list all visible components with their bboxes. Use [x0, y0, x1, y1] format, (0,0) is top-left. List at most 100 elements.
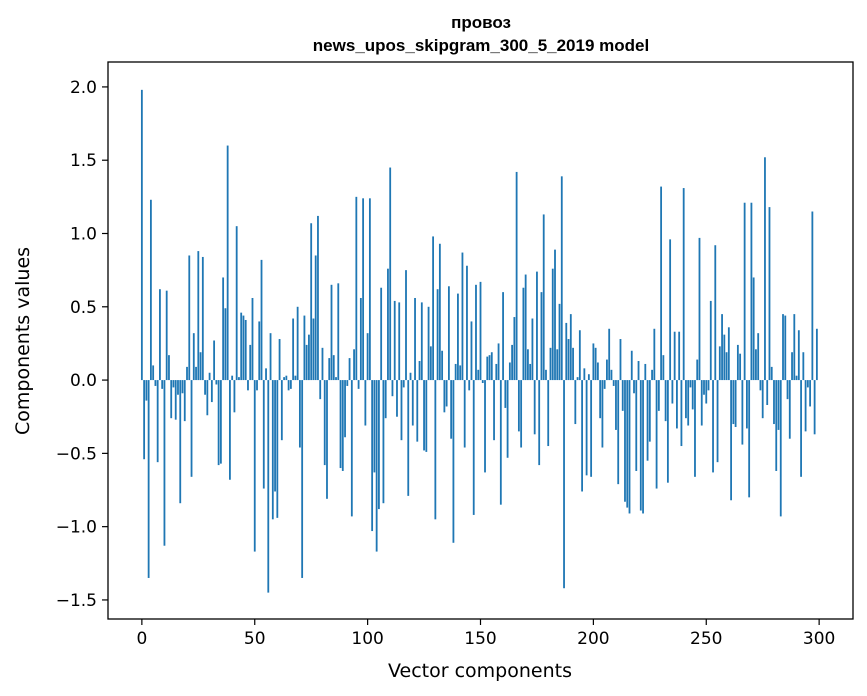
bar: [676, 380, 678, 429]
bar: [165, 290, 168, 381]
bar: [531, 318, 534, 381]
bar: [745, 380, 748, 429]
bar: [366, 333, 369, 381]
bar: [513, 317, 516, 381]
bar: [459, 365, 462, 381]
bar: [219, 380, 222, 464]
bar: [493, 380, 495, 441]
bar: [407, 380, 410, 496]
bar: [312, 318, 315, 381]
bar: [159, 289, 161, 381]
bar: [696, 359, 699, 381]
bar: [603, 380, 606, 389]
bar: [755, 349, 757, 381]
bar: [326, 380, 328, 499]
bar: [615, 380, 617, 430]
bar: [186, 366, 188, 381]
y-tick-label: −0.5: [56, 444, 97, 464]
bar: [387, 268, 389, 381]
bar: [533, 380, 536, 435]
bar: [484, 380, 486, 473]
bar: [346, 380, 349, 386]
x-tick-label: 0: [136, 629, 147, 649]
bar: [691, 380, 694, 410]
bar: [233, 380, 236, 413]
bar: [782, 314, 784, 381]
bar: [549, 347, 552, 381]
bar: [258, 321, 261, 381]
bar: [249, 344, 252, 381]
bar: [502, 292, 504, 381]
bar: [574, 380, 577, 425]
bar: [466, 265, 468, 381]
bar: [626, 380, 629, 508]
bar: [490, 352, 493, 381]
bar: [757, 333, 760, 381]
bar: [608, 328, 611, 381]
bar: [253, 380, 256, 552]
bar: [364, 380, 367, 426]
x-axis-ticks: 0 50 100 150 200 250 300: [136, 619, 835, 649]
bar: [486, 356, 489, 381]
bar: [624, 380, 626, 502]
bar: [294, 375, 297, 381]
bar: [813, 380, 816, 435]
bar: [308, 334, 310, 381]
y-tick-label: 0.0: [70, 371, 97, 391]
bar: [269, 333, 272, 381]
bar: [371, 380, 374, 532]
bar: [244, 319, 247, 381]
bar: [152, 365, 155, 381]
bar: [409, 372, 412, 381]
bar: [770, 366, 773, 381]
bar: [700, 380, 703, 426]
bar: [795, 375, 798, 381]
bar: [565, 322, 568, 381]
bar: [262, 380, 265, 489]
bar: [362, 198, 365, 381]
plot-area-frame: [107, 61, 854, 620]
bar: [592, 343, 595, 381]
bar: [441, 350, 444, 381]
bar: [673, 331, 676, 381]
bar: [332, 355, 335, 381]
bar: [452, 380, 455, 543]
bar: [353, 349, 355, 381]
bar: [522, 287, 525, 381]
bar: [723, 334, 726, 381]
bar: [429, 346, 432, 381]
bar: [265, 368, 267, 381]
x-tick-label: 250: [690, 629, 722, 649]
bar: [560, 176, 563, 381]
bar: [317, 215, 319, 381]
bar: [685, 380, 687, 419]
bar: [382, 380, 385, 504]
bar: [310, 223, 313, 381]
bar: [436, 289, 439, 381]
bar: [461, 252, 464, 381]
bar: [206, 380, 209, 416]
bar: [140, 89, 143, 381]
bar: [231, 375, 234, 381]
bar: [750, 202, 753, 381]
bar: [416, 380, 419, 442]
x-tick-label: 50: [244, 629, 266, 649]
x-axis-label: Vector components: [388, 660, 572, 682]
bar: [472, 380, 475, 515]
bar: [432, 236, 434, 381]
bar: [411, 380, 414, 426]
bar: [276, 380, 279, 518]
bar: [779, 380, 782, 517]
y-tick-label: −1.0: [56, 518, 97, 538]
bar: [418, 361, 421, 381]
bar: [204, 380, 206, 395]
bar: [576, 377, 579, 381]
bar: [703, 380, 705, 395]
bar: [240, 312, 243, 381]
bar: [554, 249, 556, 381]
bar: [538, 380, 541, 466]
bar: [660, 186, 663, 381]
bar: [806, 380, 809, 388]
bar: [463, 380, 466, 448]
